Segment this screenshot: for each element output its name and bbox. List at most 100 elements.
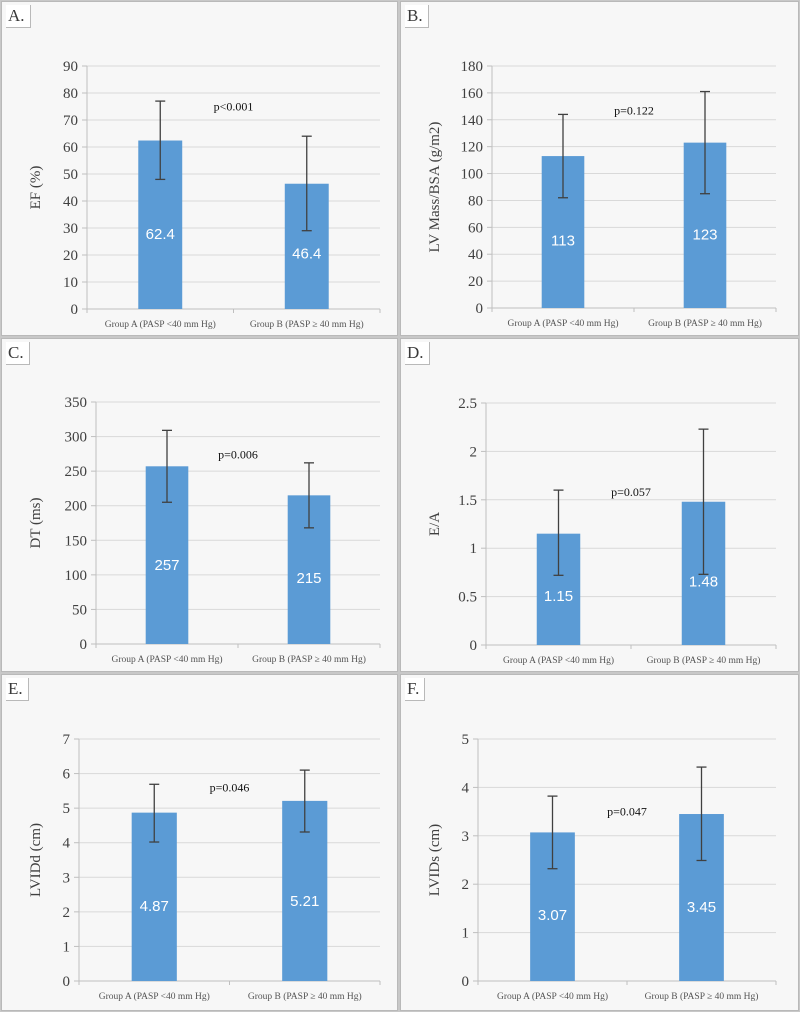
y-tick-label: 70	[63, 113, 78, 129]
y-tick-label: 40	[468, 247, 483, 263]
y-tick-label: 350	[65, 395, 88, 411]
data-label: 123	[692, 227, 717, 244]
y-tick-label: 0	[80, 637, 88, 653]
x-category-label: Group A (PASP <40 mm Hg)	[105, 319, 216, 330]
y-tick-label: 10	[63, 275, 78, 291]
data-label: 113	[551, 233, 575, 250]
data-label: 5.21	[290, 893, 319, 910]
y-tick-label: 0	[71, 302, 79, 318]
error-bar	[700, 90, 710, 195]
error-bar	[696, 766, 707, 862]
bar-chart-e: 0 1 2 3 4 5 6 7 LVIDd (cm) 4.87 Group A (PASP <40 …	[28, 732, 381, 1002]
x-category-label: Group A (PASP <40 mm Hg)	[497, 991, 608, 1002]
panel-label: E.	[6, 678, 29, 701]
y-tick-label: 1	[63, 939, 71, 955]
error-bar	[558, 113, 568, 199]
y-axis-label: LV Mass/BSA (g/m2)	[427, 122, 443, 253]
data-label: 62.4	[146, 226, 175, 243]
bar-chart-b: 0 20 40 60 80 100 120 140 160 180 LV Mass/BSA (g/m…	[427, 59, 777, 329]
panel-label: F.	[405, 678, 426, 701]
y-tick-label: 80	[63, 86, 78, 102]
error-bar	[304, 462, 314, 529]
panel-label: B.	[405, 5, 429, 28]
data-label: 4.87	[140, 898, 169, 915]
error-bar	[547, 795, 558, 870]
x-category-label: Group A (PASP <40 mm Hg)	[99, 991, 210, 1002]
x-category-label: Group B (PASP ≥ 40 mm Hg)	[252, 654, 366, 665]
panel-label: A.	[6, 5, 31, 28]
error-bar	[299, 769, 310, 833]
chart-panel-f: F. 0 1 2 3 4 5 LVIDs (cm) 3.07 Group A (PASP <40 …	[400, 674, 799, 1011]
y-tick-label: 20	[63, 248, 78, 264]
y-tick-label: 300	[65, 430, 88, 446]
chart-panel-a: A. 0 10 20 30 40 50 60 70 80 90 EF (%) 62.4 Group A (…	[1, 1, 398, 336]
y-tick-label: 80	[468, 193, 483, 209]
y-axis-label: DT (ms)	[28, 498, 44, 549]
chart-panel-b: B. 0 20 40 60 80 100 120 140 160 180 LV Mass/BSA (g…	[400, 1, 799, 336]
x-category-label: Group A (PASP <40 mm Hg)	[111, 654, 222, 665]
y-tick-label: 1	[470, 541, 478, 557]
y-tick-label: 5	[63, 801, 71, 817]
x-category-label: Group B (PASP ≥ 40 mm Hg)	[248, 991, 362, 1002]
bar-chart-c: 0 50 100 150 200 250 300 350 DT (ms) 257 Group A (…	[28, 395, 381, 665]
error-bar	[553, 489, 564, 576]
y-tick-label: 40	[63, 194, 78, 210]
bar-chart-d: 0 0.5 1 1.5 2 2.5 E/A 1.15 Group A (PASP <40 mm …	[427, 396, 777, 666]
y-tick-label: 60	[468, 220, 483, 236]
x-category-label: Group A (PASP <40 mm Hg)	[507, 318, 618, 329]
error-bar	[162, 429, 172, 503]
y-axis-label: EF (%)	[28, 166, 44, 210]
y-tick-label: 4	[462, 780, 470, 796]
y-tick-label: 0	[470, 638, 478, 654]
y-tick-label: 50	[63, 167, 78, 183]
error-bar	[155, 100, 166, 181]
y-tick-label: 2.5	[458, 396, 477, 412]
error-bar	[149, 783, 160, 843]
p-value-annotation: p=0.047	[607, 805, 647, 819]
panel-label: C.	[6, 342, 30, 365]
y-axis-label: E/A	[427, 512, 443, 536]
x-category-label: Group B (PASP ≥ 40 mm Hg)	[647, 655, 761, 666]
p-value-annotation: p=0.057	[611, 485, 651, 499]
data-label: 46.4	[292, 246, 321, 263]
data-label: 215	[296, 570, 321, 587]
y-tick-label: 0	[462, 974, 470, 990]
data-label: 3.07	[538, 907, 567, 924]
chart-panel-c: C. 0 50 100 150 200 250 300 350 DT (ms) 257 Group A…	[1, 338, 398, 672]
error-bar	[698, 428, 709, 575]
y-tick-label: 3	[63, 870, 71, 886]
y-tick-label: 20	[468, 274, 483, 290]
y-tick-label: 6	[63, 767, 71, 783]
y-tick-label: 100	[65, 568, 88, 584]
chart-panel-e: E. 0 1 2 3 4 5 6 7 LVIDd (cm) 4.87 Group A (PASP <4…	[1, 674, 398, 1011]
y-tick-label: 90	[63, 59, 78, 75]
data-label: 1.48	[689, 574, 718, 591]
y-tick-label: 150	[65, 533, 88, 549]
y-tick-label: 1	[462, 926, 470, 942]
data-label: 257	[154, 557, 179, 574]
p-value-annotation: p=0.046	[210, 780, 250, 794]
y-axis-label: LVIDs (cm)	[427, 824, 443, 896]
y-tick-label: 1.5	[458, 493, 477, 509]
y-tick-label: 5	[462, 732, 470, 748]
y-tick-label: 200	[65, 499, 88, 515]
y-tick-label: 140	[461, 113, 484, 129]
data-label: 3.45	[687, 899, 716, 916]
x-category-label: Group B (PASP ≥ 40 mm Hg)	[250, 319, 364, 330]
y-tick-label: 100	[461, 167, 484, 183]
y-tick-label: 50	[72, 602, 87, 618]
x-category-label: Group B (PASP ≥ 40 mm Hg)	[648, 318, 762, 329]
y-tick-label: 2	[462, 877, 470, 893]
p-value-annotation: p=0.006	[218, 448, 258, 462]
y-tick-label: 3	[462, 829, 470, 845]
p-value-annotation: p<0.001	[214, 100, 254, 114]
y-tick-label: 7	[63, 732, 71, 748]
bar-chart-a: 0 10 20 30 40 50 60 70 80 90 EF (%) 62.4 Group A (PA…	[28, 59, 381, 330]
data-label: 1.15	[544, 588, 573, 605]
y-tick-label: 2	[63, 905, 71, 921]
chart-panel-d: D. 0 0.5 1 1.5 2 2.5 E/A 1.15 Group A (PASP <40 m…	[400, 338, 799, 672]
y-tick-label: 0.5	[458, 590, 477, 606]
x-category-label: Group A (PASP <40 mm Hg)	[503, 655, 614, 666]
y-tick-label: 30	[63, 221, 78, 237]
y-tick-label: 2	[470, 444, 478, 460]
